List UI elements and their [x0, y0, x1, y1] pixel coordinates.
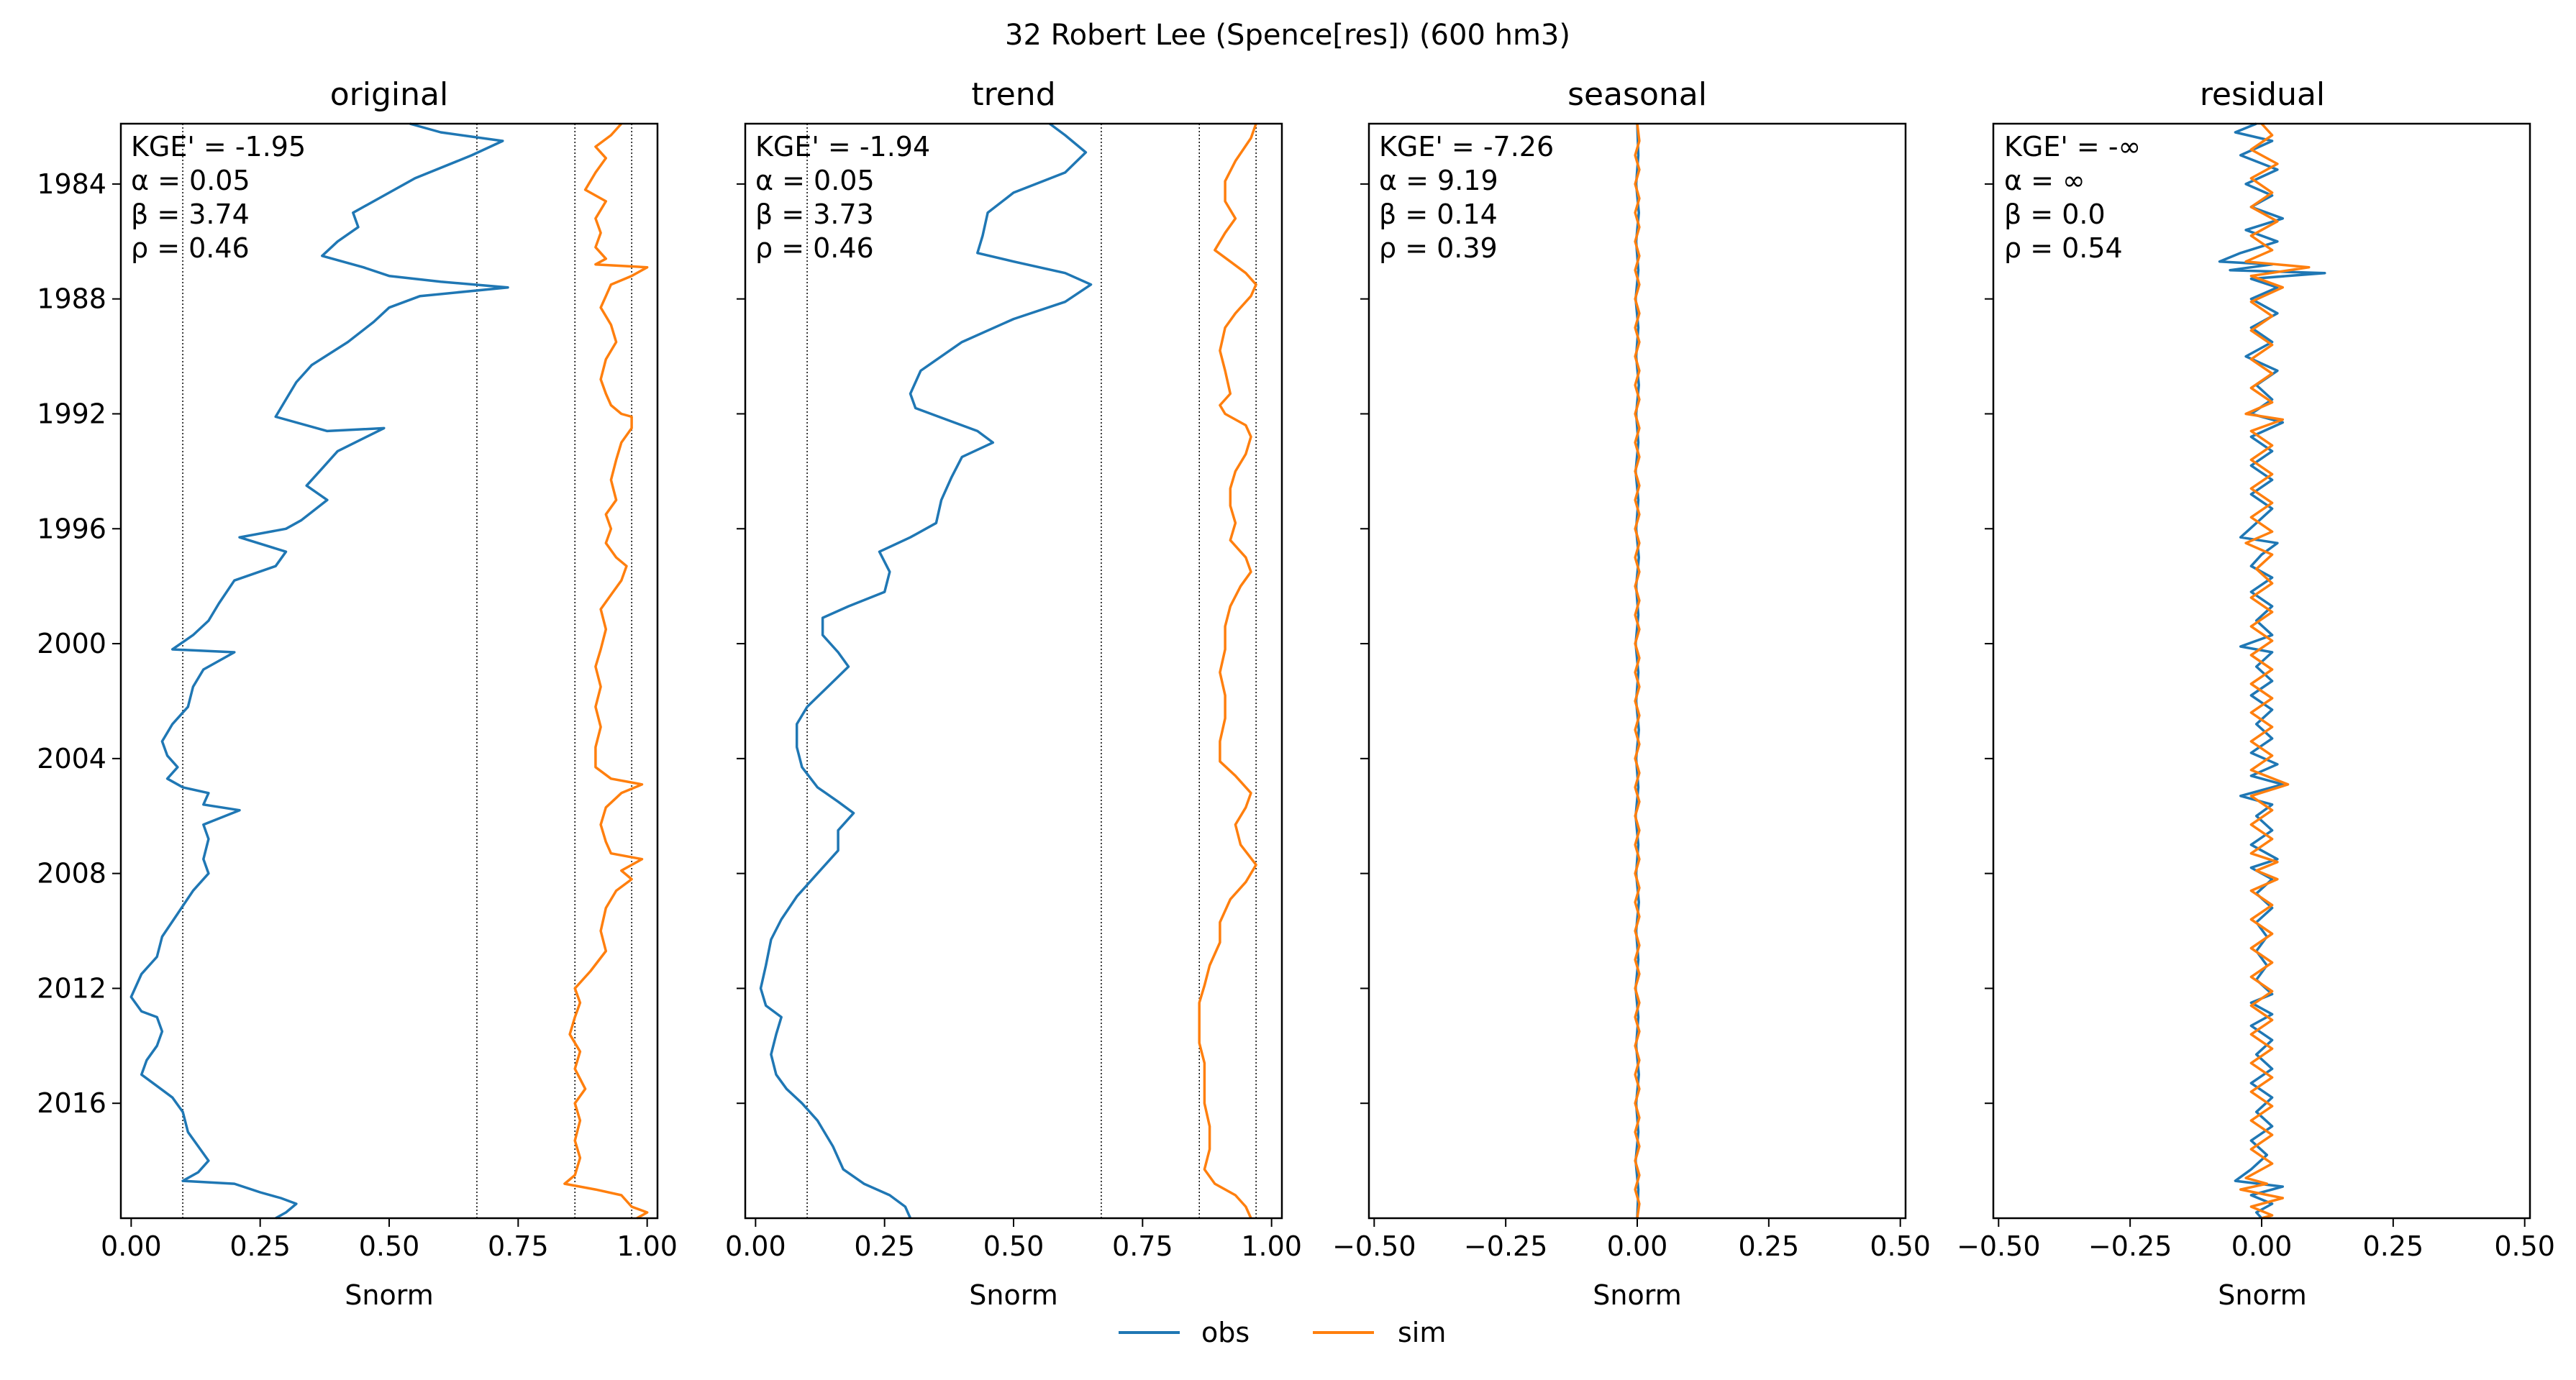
y-tick-label: 2008 — [37, 858, 106, 890]
y-tick-label: 1992 — [37, 398, 106, 429]
series-line-sim — [2239, 122, 2311, 1220]
x-tick-label: 0.50 — [983, 1230, 1044, 1262]
x-tick-label: 0.25 — [854, 1230, 915, 1262]
panel-title: trend — [971, 76, 1055, 113]
panel-title: seasonal — [1567, 76, 1707, 113]
stats-rho: ρ = 0.46 — [131, 232, 250, 264]
stats-rho: ρ = 0.54 — [2004, 232, 2123, 264]
x-tick-label: 0.25 — [2363, 1230, 2424, 1262]
x-tick-label: −0.25 — [1464, 1230, 1547, 1262]
plot-area-residual: −0.50 −0.25 0.00 0.25 0.50 — [1957, 122, 2555, 1262]
y-tick-label: 2000 — [37, 628, 106, 659]
x-tick-label: 1.00 — [616, 1230, 678, 1262]
figure-title: 32 Robert Lee (Spence[res]) (600 hm3) — [1005, 19, 1570, 52]
stats-alpha: α = 0.05 — [755, 165, 875, 196]
y-tick-label: 1988 — [37, 283, 106, 315]
series-line-sim — [1634, 123, 1641, 1219]
x-tick-label: −0.50 — [1957, 1230, 2040, 1262]
panel-title: original — [330, 76, 448, 113]
stats-rho: ρ = 0.46 — [755, 232, 874, 264]
panel-trend: trend Snorm KGE' = -1.94 α = 0.05 β = 3.… — [755, 76, 1058, 1311]
y-tick-label: 2004 — [37, 743, 106, 774]
plot-area-original: 0.00 0.25 0.50 0.75 1.00 1984 1988 1992 1996 2000… — [37, 122, 678, 1262]
stats-alpha: α = 0.05 — [131, 165, 250, 196]
x-tick-label: 0.25 — [229, 1230, 291, 1262]
series-line-sim — [1198, 123, 1257, 1219]
x-tick-label: 0.50 — [2494, 1230, 2555, 1262]
panel-seasonal: seasonal Snorm KGE' = -7.26 α = 9.19 β =… — [1379, 76, 1707, 1311]
x-tick-label: 0.50 — [1870, 1230, 1931, 1262]
stats-alpha: α = ∞ — [2004, 165, 2085, 196]
series-line-obs — [759, 122, 1093, 1219]
x-axis-label: Snorm — [1593, 1279, 1681, 1311]
y-tick-label: 1996 — [37, 513, 106, 544]
series-line-sim — [563, 122, 649, 1220]
x-axis-label: Snorm — [2218, 1279, 2306, 1311]
x-tick-label: −0.25 — [2088, 1230, 2172, 1262]
stats-beta: β = 3.73 — [755, 198, 874, 230]
panel-residual: residual Snorm KGE' = -∞ α = ∞ β = 0.0 ρ… — [2004, 76, 2325, 1311]
plot-area-trend: 0.00 0.25 0.50 0.75 1.00 — [725, 122, 1302, 1262]
stats-alpha: α = 9.19 — [1379, 165, 1498, 196]
x-axis-label: Snorm — [345, 1279, 433, 1311]
x-tick-label: 0.00 — [2231, 1230, 2293, 1262]
stats-beta: β = 0.14 — [1379, 198, 1498, 230]
x-tick-label: 0.25 — [1739, 1230, 1800, 1262]
plot-area-seasonal: −0.50 −0.25 0.00 0.25 0.50 — [1332, 122, 1931, 1262]
stats-rho: ρ = 0.39 — [1379, 232, 1498, 264]
stats-kge: KGE' = -7.26 — [1379, 131, 1554, 163]
stats-kge: KGE' = -1.94 — [755, 131, 930, 163]
legend: obs sim — [1119, 1317, 1446, 1348]
stats-kge: KGE' = -1.95 — [131, 131, 306, 163]
stats-kge: KGE' = -∞ — [2004, 131, 2141, 163]
y-tick-label: 2012 — [37, 972, 106, 1004]
x-tick-label: 1.00 — [1241, 1230, 1302, 1262]
x-tick-label: 0.00 — [725, 1230, 786, 1262]
panel-title: residual — [2200, 76, 2325, 113]
x-tick-label: 0.50 — [359, 1230, 420, 1262]
stats-beta: β = 3.74 — [131, 198, 250, 230]
panel-original: original Snorm KGE' = -1.95 α = 0.05 β =… — [131, 76, 448, 1311]
x-tick-label: 0.00 — [1607, 1230, 1668, 1262]
stats-beta: β = 0.0 — [2004, 198, 2106, 230]
x-tick-label: −0.50 — [1332, 1230, 1416, 1262]
y-tick-label: 2016 — [37, 1087, 106, 1119]
legend-label-obs: obs — [1201, 1317, 1250, 1348]
legend-label-sim: sim — [1398, 1317, 1446, 1348]
series-line-obs — [2218, 122, 2326, 1220]
y-tick-label: 1984 — [37, 168, 106, 200]
x-tick-label: 0.75 — [1112, 1230, 1173, 1262]
series-line-obs — [129, 122, 509, 1220]
x-axis-label: Snorm — [969, 1279, 1057, 1311]
x-tick-label: 0.00 — [101, 1230, 162, 1262]
x-tick-label: 0.75 — [488, 1230, 549, 1262]
